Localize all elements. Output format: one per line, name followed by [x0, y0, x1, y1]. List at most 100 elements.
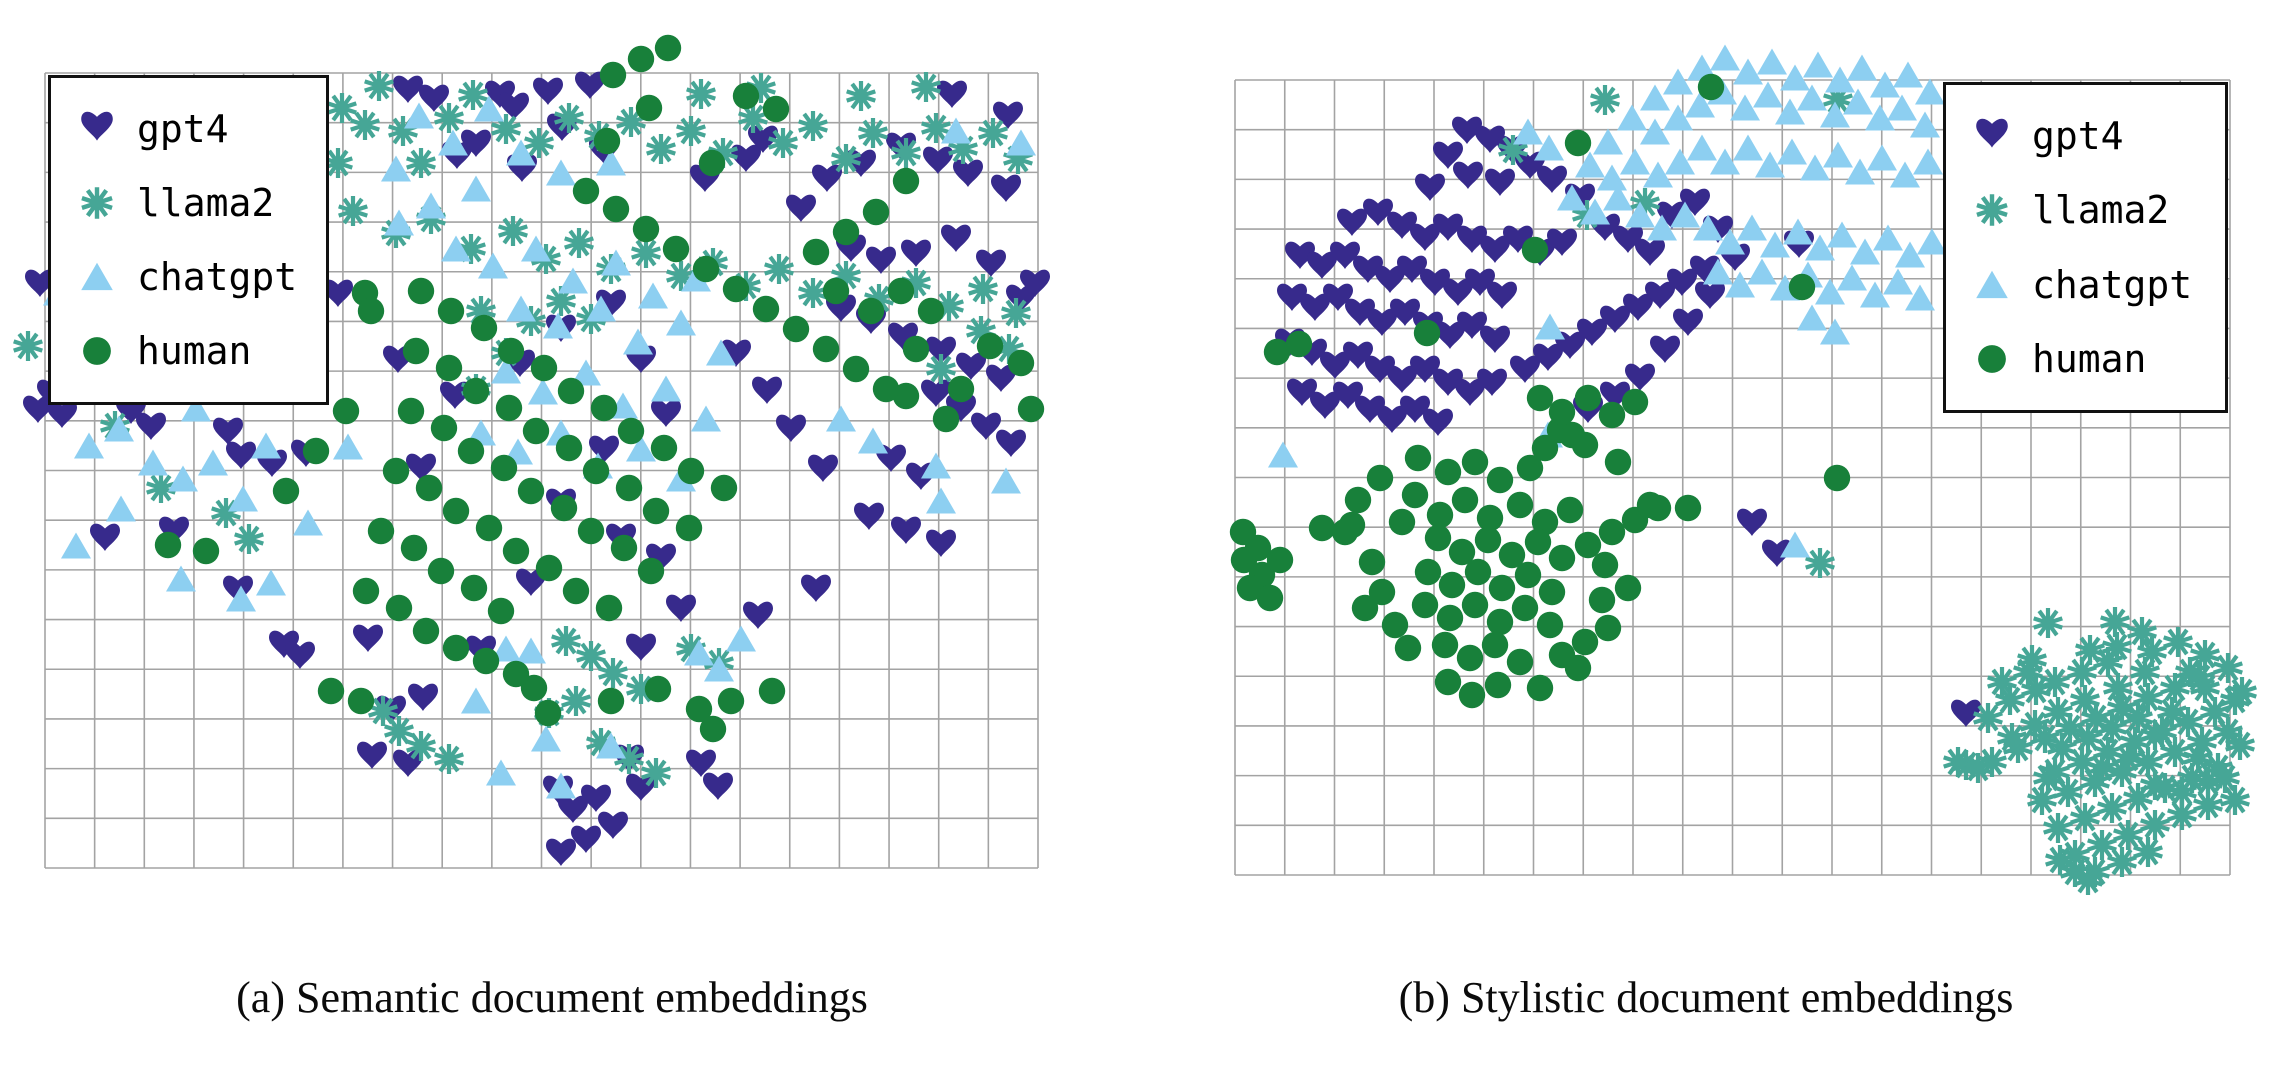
chatgpt-point — [1733, 58, 1763, 85]
human-point — [382, 457, 410, 485]
llama2-marker-icon — [77, 183, 117, 223]
human-point — [902, 335, 930, 363]
human-point — [435, 354, 463, 382]
human-point — [1506, 491, 1534, 519]
human-point — [1414, 558, 1442, 586]
llama2-point — [927, 354, 956, 384]
human-point — [1394, 634, 1422, 662]
human-point — [1017, 395, 1045, 423]
llama2-point — [407, 731, 436, 761]
human-point — [470, 314, 498, 342]
human-point — [1351, 594, 1379, 622]
human-point — [1588, 586, 1616, 614]
human-point — [1308, 514, 1336, 542]
llama2-point — [499, 216, 528, 246]
chatgpt-point — [1663, 68, 1693, 95]
human-point — [1556, 496, 1584, 524]
gpt4-point — [533, 77, 563, 105]
gpt4-point — [1310, 391, 1340, 419]
chatgpt-point — [638, 282, 668, 309]
chatgpt-point — [1757, 48, 1787, 75]
gpt4-point — [546, 838, 576, 866]
human-point — [517, 477, 545, 505]
human-point — [367, 517, 395, 545]
human-point — [1614, 574, 1642, 602]
human-point — [1788, 273, 1816, 301]
human-point — [1594, 614, 1622, 642]
human-point — [347, 687, 375, 715]
llama2-point — [2041, 667, 2070, 697]
llama2-point — [2131, 657, 2160, 687]
legend-item-human[interactable]: human — [1956, 339, 2215, 379]
gpt4-point — [801, 574, 831, 602]
legend-item-chatgpt[interactable]: chatgpt — [61, 257, 316, 297]
human-point — [442, 497, 470, 525]
llama2-point — [565, 228, 594, 258]
chatgpt-point — [1640, 84, 1670, 111]
human-point — [357, 297, 385, 325]
chatgpt-point — [1687, 134, 1717, 161]
human-point — [862, 198, 890, 226]
chatgpt-marker-icon — [81, 262, 113, 291]
gpt4-point — [1485, 168, 1515, 196]
human-point — [947, 375, 975, 403]
chatgpt-point — [1733, 134, 1763, 161]
gpt4-point — [598, 811, 628, 839]
human-point — [1366, 464, 1394, 492]
human-point — [1571, 628, 1599, 656]
legend-item-gpt4[interactable]: gpt4 — [1956, 116, 2215, 156]
legend-item-llama2[interactable]: llama2 — [61, 183, 316, 223]
legend-label-human: human — [137, 329, 252, 373]
gpt4-point — [1453, 161, 1483, 189]
llama2-point — [847, 81, 876, 111]
human-point — [722, 275, 750, 303]
llama2-point — [769, 128, 798, 158]
llama2-point — [14, 331, 43, 361]
chatgpt-point — [1820, 318, 1850, 345]
human-point — [1481, 631, 1509, 659]
chatgpt-point — [1747, 258, 1777, 285]
human-point — [1484, 671, 1512, 699]
legend-item-chatgpt[interactable]: chatgpt — [1956, 265, 2215, 305]
llama2-point — [351, 110, 380, 140]
gpt4-point — [976, 249, 1006, 277]
legend-item-gpt4[interactable]: gpt4 — [61, 109, 316, 149]
human-point — [457, 437, 485, 465]
human-point — [832, 218, 860, 246]
legend-label-llama2: llama2 — [137, 181, 275, 225]
chatgpt-point — [333, 433, 363, 460]
human-point — [842, 355, 870, 383]
llama2-point — [1998, 723, 2027, 753]
llama2-point — [859, 118, 888, 148]
human-point — [154, 531, 182, 559]
llama2-point — [365, 71, 394, 101]
human-point — [1461, 448, 1489, 476]
human-point — [1401, 481, 1429, 509]
llama2-point — [562, 686, 591, 716]
gpt4-point — [1673, 308, 1703, 336]
human-point — [650, 434, 678, 462]
chatgpt-point — [528, 378, 558, 405]
human-point — [1524, 528, 1552, 556]
human-point — [1511, 594, 1539, 622]
chatgpt-point — [651, 375, 681, 402]
llama2-marker-icon — [1972, 190, 2012, 230]
gpt4-point — [937, 80, 967, 108]
human-point — [1697, 73, 1725, 101]
human-marker-icon — [1978, 344, 2006, 373]
human-point — [717, 687, 745, 715]
llama2-point — [912, 72, 941, 102]
human-point — [1464, 558, 1492, 586]
human-marker-icon — [83, 337, 111, 365]
chatgpt-point — [486, 759, 516, 786]
chatgpt-point — [461, 687, 491, 714]
llama2-point — [599, 658, 628, 688]
human-point — [1526, 674, 1554, 702]
llama2-point — [407, 148, 436, 178]
legend-item-human[interactable]: human — [61, 331, 316, 371]
llama2-point — [2128, 617, 2157, 647]
legend-label-gpt4: gpt4 — [2032, 114, 2124, 159]
human-point — [1266, 546, 1294, 574]
legend-item-llama2[interactable]: llama2 — [1956, 190, 2215, 230]
human-point — [502, 660, 530, 688]
